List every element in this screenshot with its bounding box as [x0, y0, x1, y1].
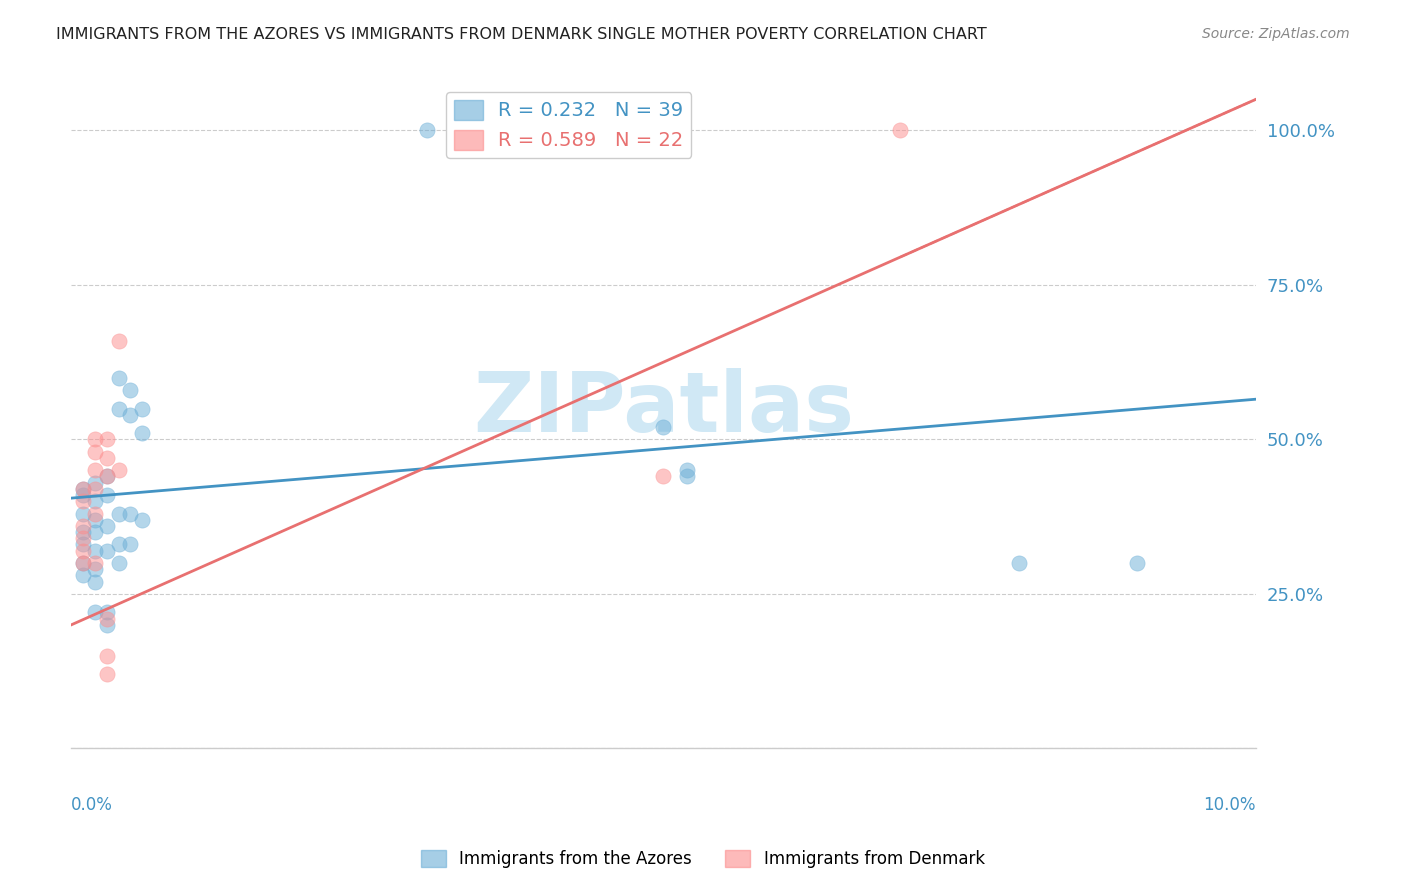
Point: [676, 463, 699, 477]
Point: [107, 370, 129, 384]
Point: [84, 507, 107, 521]
Text: 0.0%: 0.0%: [72, 796, 112, 814]
Point: [72, 525, 94, 540]
Point: [72, 482, 94, 496]
Text: IMMIGRANTS FROM THE AZORES VS IMMIGRANTS FROM DENMARK SINGLE MOTHER POVERTY CORR: IMMIGRANTS FROM THE AZORES VS IMMIGRANTS…: [56, 27, 987, 42]
Point: [120, 408, 142, 422]
Point: [107, 507, 129, 521]
Point: [120, 507, 142, 521]
Point: [96, 469, 118, 483]
Legend: Immigrants from the Azores, Immigrants from Denmark: Immigrants from the Azores, Immigrants f…: [415, 843, 991, 875]
Point: [72, 482, 94, 496]
Point: [72, 537, 94, 551]
Point: [96, 519, 118, 533]
Point: [131, 401, 153, 416]
Point: [96, 543, 118, 558]
Point: [415, 123, 437, 137]
Legend: R = 0.232   N = 39, R = 0.589   N = 22: R = 0.232 N = 39, R = 0.589 N = 22: [446, 92, 692, 158]
Point: [84, 606, 107, 620]
Point: [131, 513, 153, 527]
Point: [96, 488, 118, 502]
Point: [120, 537, 142, 551]
Point: [652, 469, 675, 483]
Point: [1008, 556, 1031, 570]
Point: [96, 606, 118, 620]
Point: [72, 494, 94, 508]
Point: [84, 525, 107, 540]
Point: [96, 612, 118, 626]
Point: [131, 426, 153, 441]
Point: [72, 556, 94, 570]
Text: Source: ZipAtlas.com: Source: ZipAtlas.com: [1202, 27, 1350, 41]
Point: [676, 469, 699, 483]
Point: [96, 667, 118, 681]
Point: [84, 513, 107, 527]
Point: [84, 556, 107, 570]
Point: [96, 433, 118, 447]
Point: [84, 543, 107, 558]
Point: [107, 556, 129, 570]
Point: [84, 574, 107, 589]
Point: [72, 488, 94, 502]
Point: [84, 463, 107, 477]
Point: [84, 482, 107, 496]
Point: [72, 519, 94, 533]
Point: [72, 507, 94, 521]
Point: [72, 568, 94, 582]
Point: [96, 618, 118, 632]
Point: [107, 537, 129, 551]
Point: [1126, 556, 1149, 570]
Point: [84, 494, 107, 508]
Point: [120, 383, 142, 397]
Point: [107, 401, 129, 416]
Point: [84, 444, 107, 458]
Point: [84, 433, 107, 447]
Point: [96, 450, 118, 465]
Point: [84, 562, 107, 576]
Point: [84, 475, 107, 490]
Point: [72, 556, 94, 570]
Text: 10.0%: 10.0%: [1204, 796, 1256, 814]
Point: [96, 469, 118, 483]
Point: [96, 648, 118, 663]
Point: [652, 420, 675, 434]
Point: [72, 531, 94, 545]
Point: [72, 543, 94, 558]
Point: [107, 334, 129, 348]
Text: ZIPatlas: ZIPatlas: [472, 368, 853, 449]
Point: [889, 123, 911, 137]
Point: [107, 463, 129, 477]
